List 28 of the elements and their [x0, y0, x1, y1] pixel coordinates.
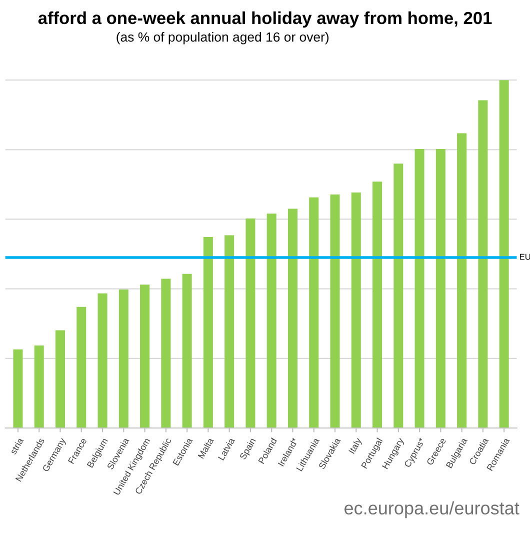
bar: [13, 349, 23, 428]
bar: [203, 236, 213, 428]
ref-line-label: EU: [520, 254, 530, 260]
bar: [224, 235, 234, 428]
bar: [76, 306, 86, 428]
text: ec.europa.eu/eurostat: [344, 501, 520, 518]
bar: [372, 182, 382, 428]
bar: [266, 214, 276, 428]
chart-title: afford a one-week annual holiday away from home, 201: [38, 11, 492, 28]
bar: [499, 80, 509, 428]
bar: [330, 194, 340, 428]
bar: [98, 293, 108, 428]
chart-subtitle: (as % of population aged 16 or over): [116, 32, 329, 44]
bar: [140, 284, 150, 428]
bar: [394, 164, 404, 428]
bar: [34, 346, 44, 428]
bar: [436, 148, 446, 428]
bar: [288, 208, 298, 428]
bar: [55, 330, 66, 428]
bar: [478, 100, 488, 428]
bar: [309, 197, 319, 428]
bar: [351, 192, 361, 428]
bar: [161, 278, 171, 428]
bar: [246, 218, 256, 428]
bar: [457, 133, 467, 428]
bar: [414, 148, 424, 428]
bar: [182, 274, 192, 428]
bar: [118, 290, 128, 428]
